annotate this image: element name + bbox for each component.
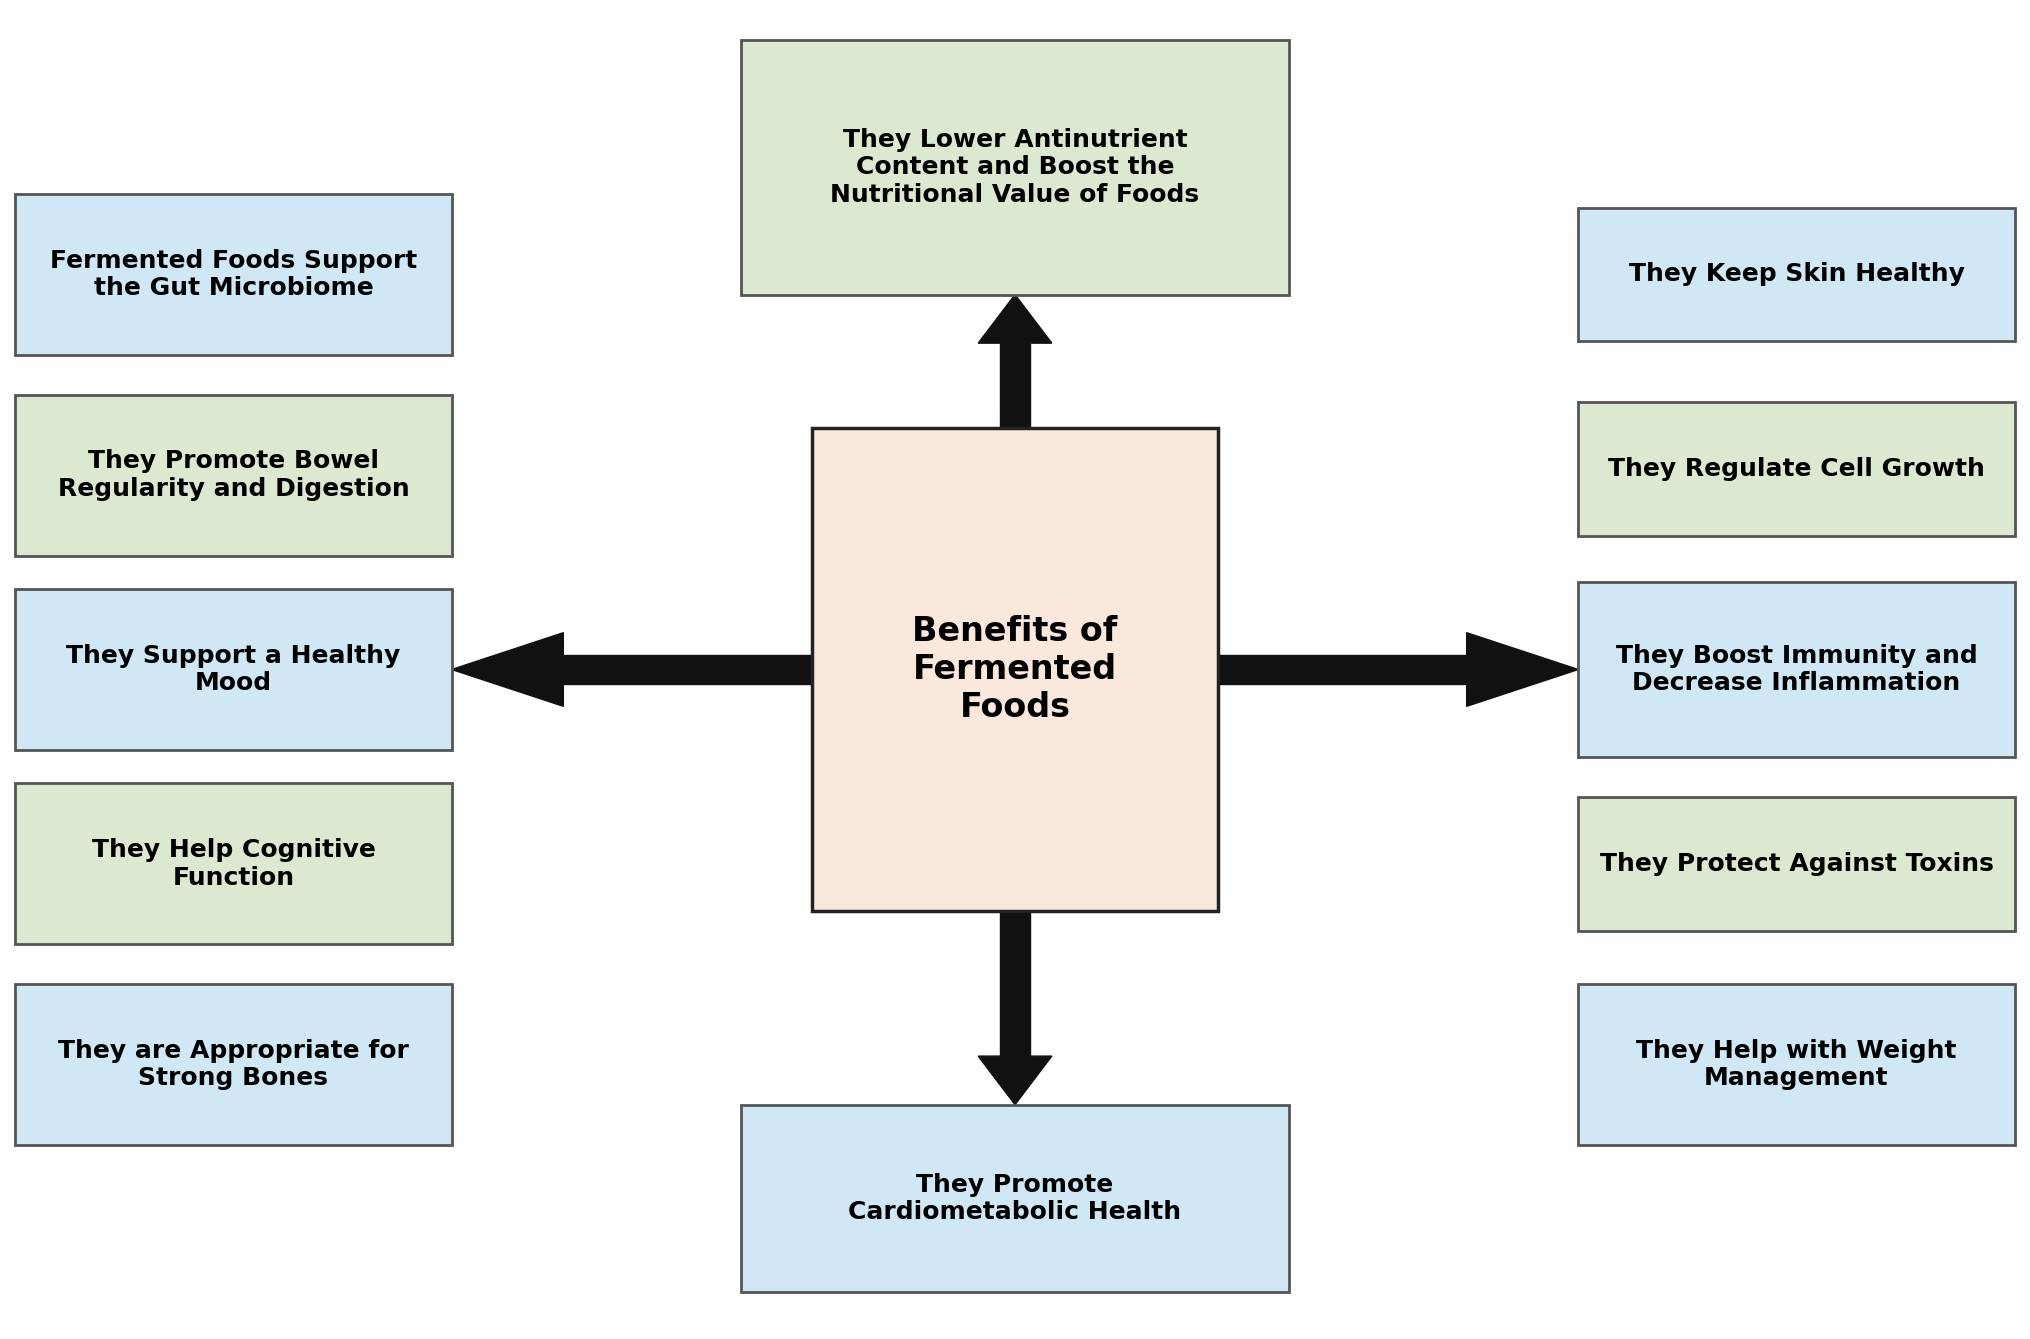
- FancyBboxPatch shape: [1579, 402, 2014, 536]
- Text: They Help with Weight
Management: They Help with Weight Management: [1636, 1039, 1957, 1090]
- Text: They Lower Antinutrient
Content and Boost the
Nutritional Value of Foods: They Lower Antinutrient Content and Boos…: [830, 127, 1200, 208]
- FancyBboxPatch shape: [16, 395, 451, 556]
- Text: They Promote Bowel
Regularity and Digestion: They Promote Bowel Regularity and Digest…: [57, 450, 410, 501]
- FancyBboxPatch shape: [1579, 582, 2014, 757]
- Text: They Keep Skin Healthy: They Keep Skin Healthy: [1628, 262, 1965, 287]
- FancyBboxPatch shape: [16, 589, 451, 750]
- Polygon shape: [451, 632, 564, 707]
- FancyBboxPatch shape: [1579, 797, 2014, 931]
- FancyBboxPatch shape: [1579, 984, 2014, 1145]
- Text: Fermented Foods Support
the Gut Microbiome: Fermented Foods Support the Gut Microbio…: [51, 249, 416, 300]
- Text: They are Appropriate for
Strong Bones: They are Appropriate for Strong Bones: [59, 1039, 408, 1090]
- Polygon shape: [1466, 632, 1579, 707]
- Text: They Promote
Cardiometabolic Health: They Promote Cardiometabolic Health: [849, 1173, 1181, 1224]
- FancyBboxPatch shape: [16, 984, 451, 1145]
- Bar: [1218, 655, 1466, 684]
- Polygon shape: [978, 1056, 1052, 1105]
- FancyBboxPatch shape: [812, 428, 1218, 911]
- FancyBboxPatch shape: [16, 194, 451, 355]
- Text: They Help Cognitive
Function: They Help Cognitive Function: [91, 838, 376, 889]
- FancyBboxPatch shape: [1579, 208, 2014, 341]
- Text: They Boost Immunity and
Decrease Inflammation: They Boost Immunity and Decrease Inflamm…: [1616, 644, 1977, 695]
- Text: They Support a Healthy
Mood: They Support a Healthy Mood: [67, 644, 400, 695]
- Polygon shape: [978, 295, 1052, 343]
- Bar: [564, 655, 812, 684]
- FancyBboxPatch shape: [16, 783, 451, 944]
- FancyBboxPatch shape: [741, 1105, 1289, 1292]
- Text: Benefits of
Fermented
Foods: Benefits of Fermented Foods: [911, 615, 1119, 724]
- Text: They Regulate Cell Growth: They Regulate Cell Growth: [1608, 457, 1985, 481]
- Text: They Protect Against Toxins: They Protect Against Toxins: [1600, 852, 1993, 876]
- Bar: [1001, 911, 1029, 1056]
- FancyBboxPatch shape: [741, 40, 1289, 295]
- Bar: [1001, 343, 1029, 428]
